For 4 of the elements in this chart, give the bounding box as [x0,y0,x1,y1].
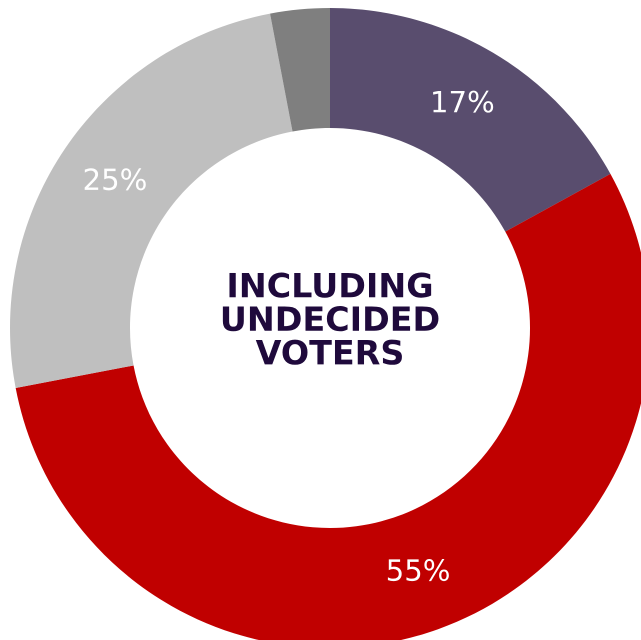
data-label: 55% [388,559,449,582]
data-label: 25% [84,168,146,190]
text: INCLUDING UNDECIDED VOTERS [222,272,438,365]
data-label: 17% [433,90,494,113]
